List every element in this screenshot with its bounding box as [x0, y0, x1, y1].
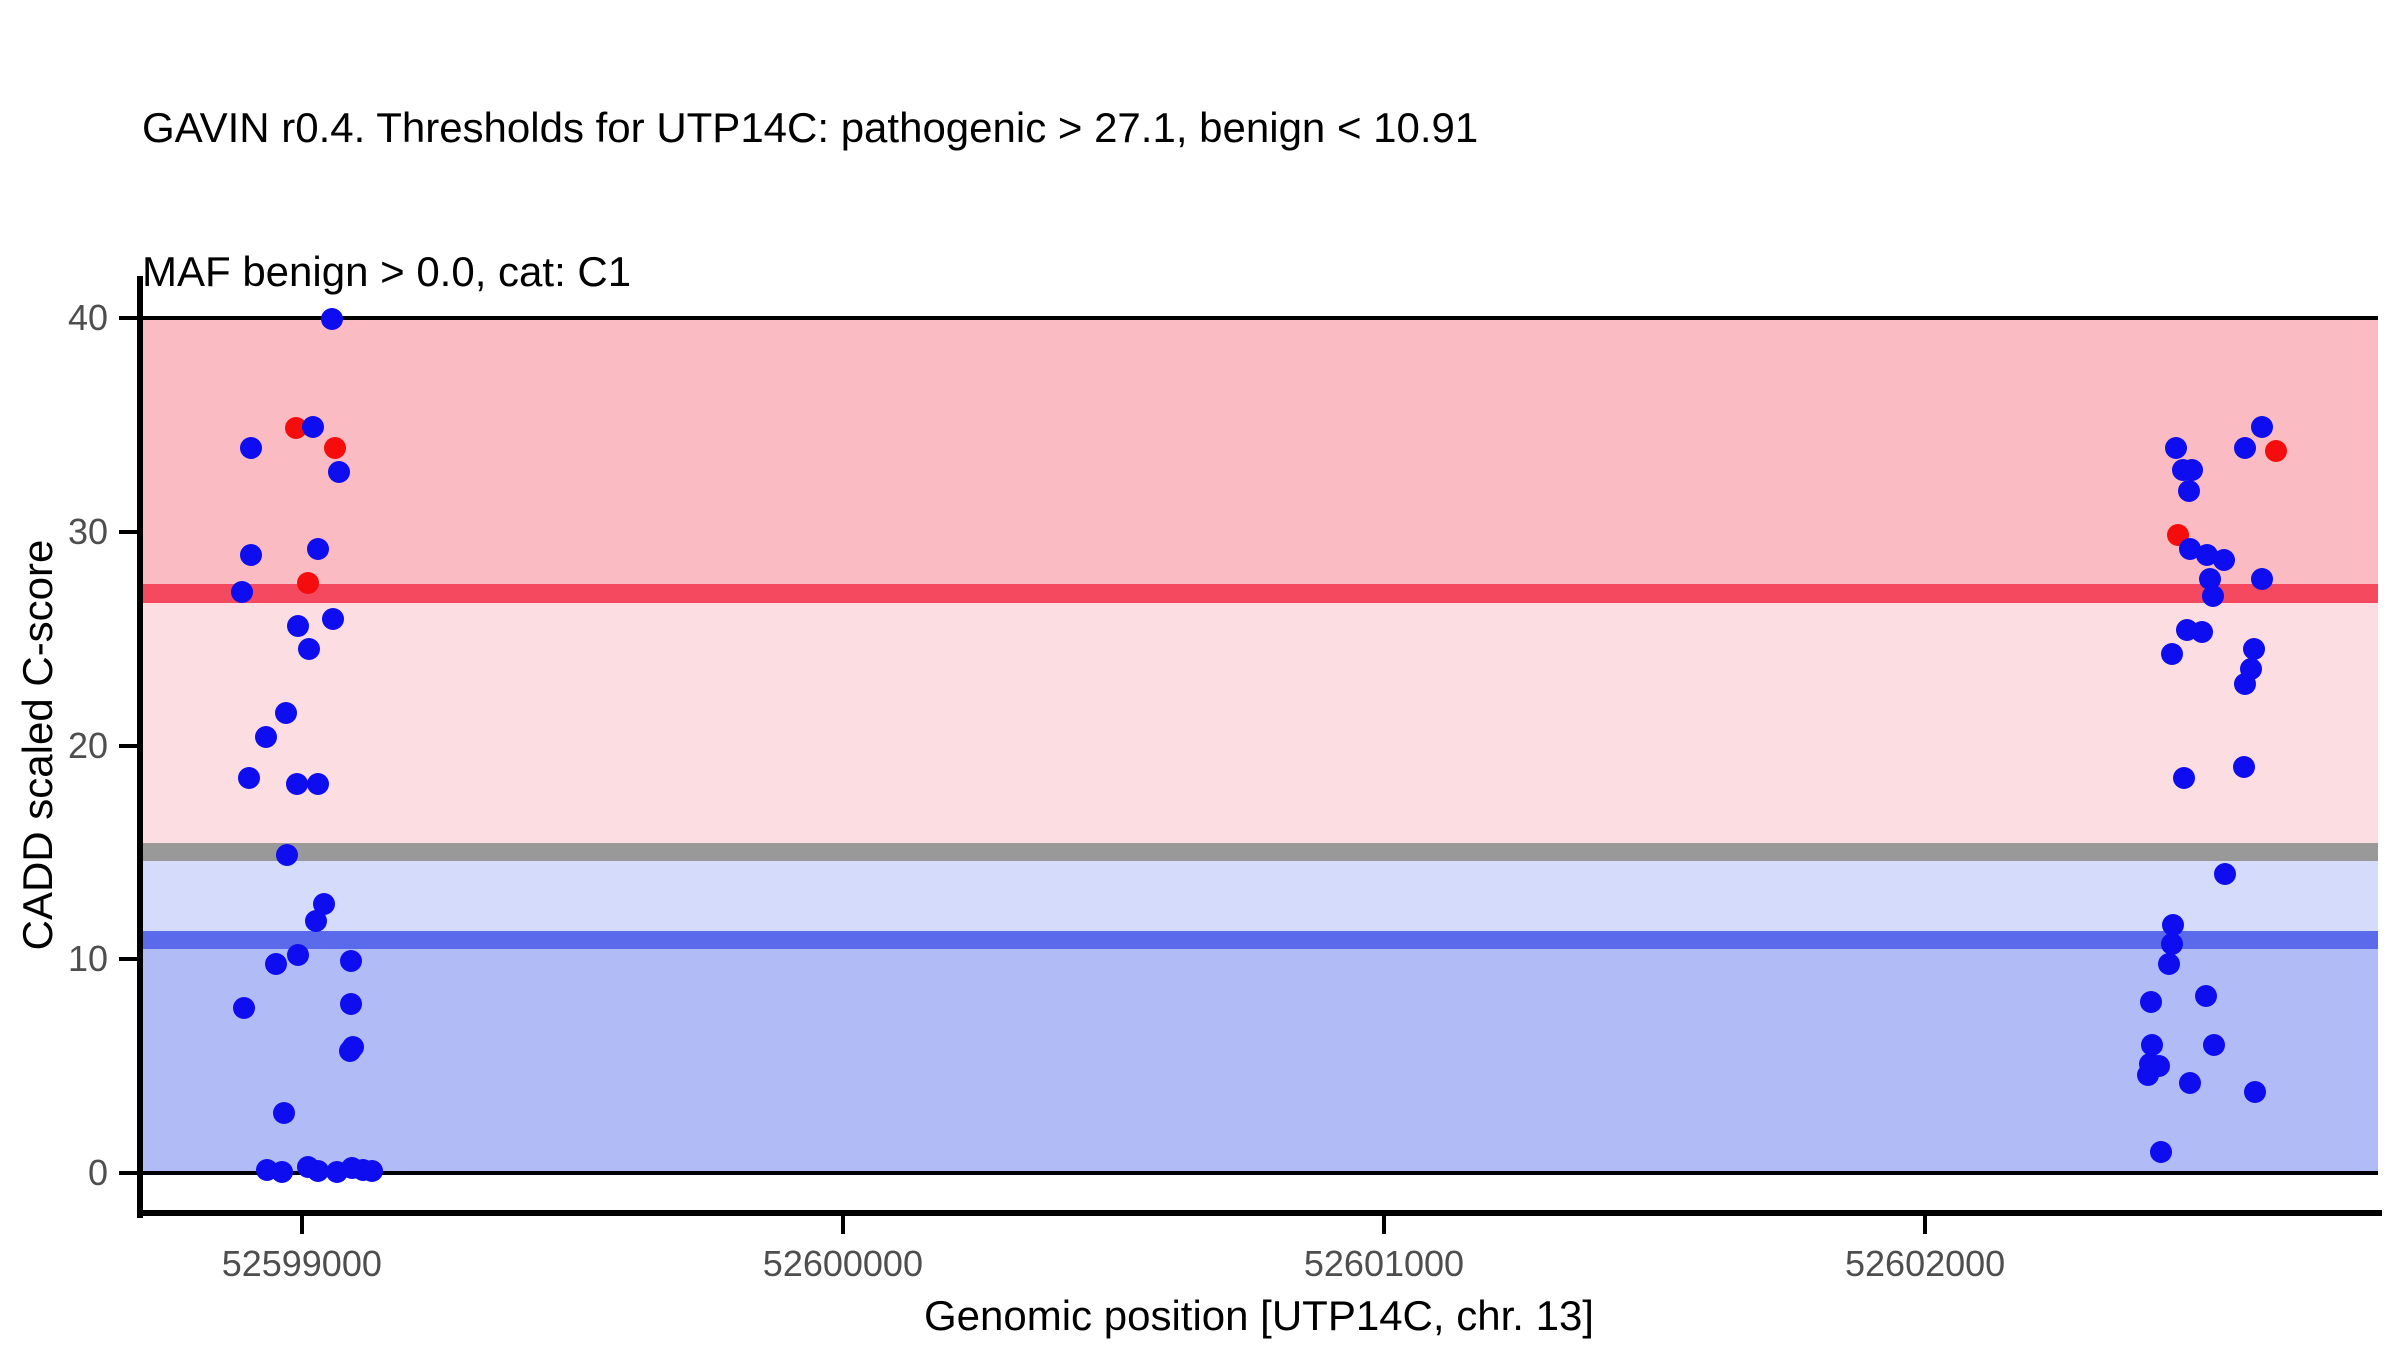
data-point-blue — [274, 702, 297, 725]
data-point-blue — [270, 1161, 293, 1184]
data-point-red — [296, 572, 319, 595]
genome-wide-fallback-line — [140, 843, 2378, 862]
y-tick-20 — [119, 743, 137, 748]
upper-border-line — [140, 315, 2378, 320]
x-tick-label-52602000: 52602000 — [1845, 1243, 2006, 1284]
data-point-blue — [2233, 755, 2256, 778]
data-point-blue — [239, 544, 262, 567]
data-point-blue — [2140, 991, 2163, 1014]
data-point-blue — [307, 537, 330, 560]
data-point-blue — [2201, 584, 2224, 607]
data-point-blue — [307, 1159, 330, 1182]
data-point-blue — [2178, 1072, 2201, 1095]
data-point-blue — [2233, 437, 2256, 460]
data-point-blue — [2213, 548, 2236, 571]
plot-panel — [140, 278, 2378, 1212]
data-point-blue — [2214, 862, 2237, 885]
pathogenic-threshold-line — [140, 584, 2378, 604]
data-point-blue — [2178, 480, 2201, 503]
x-tick-52601000 — [1381, 1216, 1386, 1234]
data-point-blue — [2162, 914, 2185, 937]
data-point-blue — [237, 766, 260, 789]
data-point-blue — [340, 950, 363, 973]
data-point-blue — [2147, 1055, 2170, 1078]
data-point-blue — [2181, 458, 2204, 481]
data-point-blue — [307, 773, 330, 795]
data-point-blue — [2191, 621, 2214, 644]
data-point-blue — [2203, 1033, 2226, 1056]
data-point-blue — [341, 1035, 364, 1058]
data-point-blue — [2194, 984, 2217, 1007]
data-point-blue — [297, 638, 320, 661]
x-axis-title: Genomic position [UTP14C, chr. 13] — [924, 1292, 1594, 1339]
y-tick-label-0: 0 — [87, 1152, 108, 1194]
data-point-red — [284, 417, 307, 440]
x-tick-label-52599000: 52599000 — [221, 1243, 382, 1284]
data-point-blue — [2251, 567, 2274, 590]
y-tick-0 — [119, 1171, 137, 1176]
data-point-blue — [2158, 952, 2181, 975]
data-point-blue — [254, 725, 277, 748]
data-point-blue — [2165, 437, 2188, 460]
x-tick-52600000 — [840, 1216, 845, 1234]
data-point-blue — [312, 892, 335, 915]
y-tick-label-10: 10 — [67, 938, 108, 980]
data-point-blue — [2141, 1033, 2164, 1056]
data-point-blue — [272, 1102, 295, 1125]
data-point-blue — [285, 773, 308, 795]
data-point-red — [323, 437, 346, 460]
x-tick-label-52601000: 52601000 — [1303, 1243, 1465, 1284]
data-point-blue — [230, 580, 253, 603]
data-point-blue — [2161, 642, 2184, 665]
x-axis-line — [137, 1210, 2382, 1216]
data-point-blue — [287, 614, 309, 637]
plot-title-line-1: GAVIN r0.4. Thresholds for UTP14C: patho… — [142, 104, 1479, 151]
data-point-blue — [287, 944, 309, 967]
x-tick-52602000 — [1923, 1216, 1928, 1234]
data-point-blue — [2242, 638, 2265, 661]
data-point-blue — [2240, 657, 2263, 680]
y-tick-40 — [119, 315, 137, 320]
x-tick-label-52600000: 52600000 — [762, 1243, 923, 1284]
data-point-blue — [232, 997, 255, 1020]
data-point-blue — [2150, 1140, 2173, 1163]
data-point-blue — [320, 308, 343, 331]
data-point-blue — [2244, 1080, 2267, 1103]
y-tick-10 — [119, 957, 137, 962]
y-axis-line — [137, 276, 143, 1218]
y-tick-label-30: 30 — [67, 510, 108, 552]
data-point-blue — [2251, 416, 2274, 438]
data-point-blue — [2199, 567, 2222, 590]
data-point-blue — [264, 952, 287, 975]
y-tick-30 — [119, 529, 137, 534]
data-point-blue — [275, 843, 298, 866]
threshold-band-vous-upper-zone — [140, 593, 2378, 853]
data-point-blue — [2161, 933, 2184, 956]
threshold-band-vous-lower-zone — [140, 852, 2378, 940]
data-point-blue — [327, 460, 350, 483]
data-point-blue — [360, 1159, 383, 1182]
data-point-blue — [2196, 544, 2218, 567]
data-point-blue — [301, 416, 324, 438]
x-tick-52599000 — [299, 1216, 304, 1234]
threshold-band-pathogenic-zone — [140, 317, 2378, 594]
data-point-blue — [2173, 766, 2196, 789]
data-point-blue — [321, 608, 344, 631]
data-point-blue — [2179, 537, 2202, 560]
threshold-band-benign-zone — [140, 939, 2378, 1174]
data-point-red — [2265, 439, 2288, 462]
y-axis-title: CADD scaled C-score — [14, 539, 61, 951]
data-point-blue — [239, 437, 262, 460]
benign-threshold-line — [140, 930, 2378, 949]
lower-border-line — [140, 1171, 2378, 1176]
plot-title-line-2: MAF benign > 0.0, cat: C1 — [142, 248, 632, 295]
data-point-blue — [304, 909, 327, 932]
y-tick-label-40: 40 — [67, 296, 108, 338]
y-tick-label-20: 20 — [67, 724, 108, 766]
data-point-blue — [340, 993, 363, 1016]
